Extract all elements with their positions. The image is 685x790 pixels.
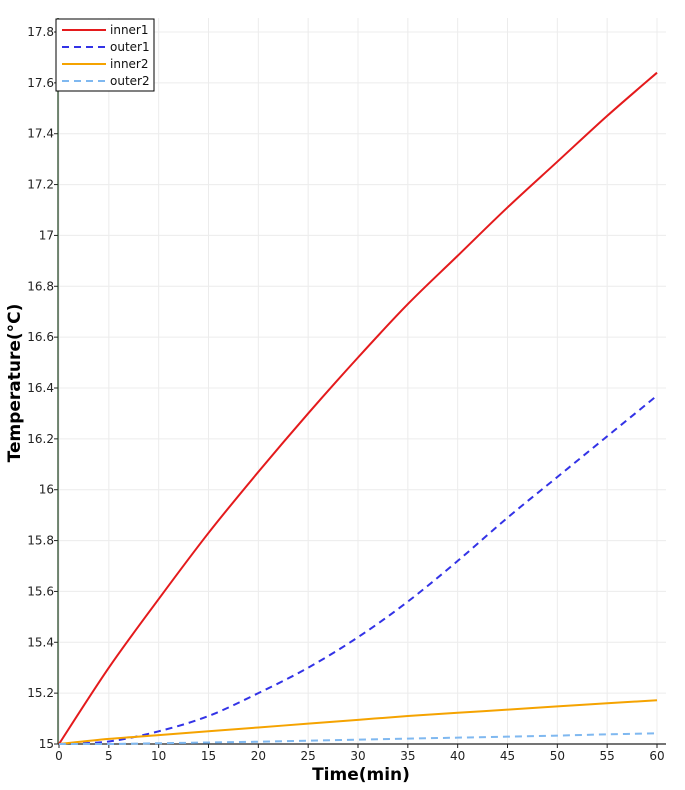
- x-tick-label: 45: [500, 749, 515, 763]
- y-tick-label: 15.4: [27, 635, 54, 649]
- y-tick-label: 16.4: [27, 381, 54, 395]
- x-tick-label: 50: [550, 749, 565, 763]
- x-tick-label: 20: [251, 749, 266, 763]
- y-tick-label: 16.8: [27, 279, 54, 293]
- y-tick-label: 16.6: [27, 330, 54, 344]
- y-tick-label: 16: [39, 483, 54, 497]
- x-tick-label: 25: [301, 749, 316, 763]
- y-tick-label: 17.6: [27, 76, 54, 90]
- axes: [54, 18, 666, 748]
- tick-labels: 0 5 10 15 20 25 30 35 40 45 50 55 60 15 15.2 15.4 15.6 15…: [27, 25, 664, 763]
- y-axis-title: Temperature(°C): [5, 304, 25, 463]
- legend-label: inner2: [110, 57, 149, 71]
- series-line-outer1: [58, 394, 658, 745]
- y-tick-label: 15.2: [27, 686, 54, 700]
- x-tick-label: 30: [350, 749, 365, 763]
- series-lines: [58, 71, 658, 746]
- x-tick-label: 15: [201, 749, 216, 763]
- series-line-inner2: [58, 699, 658, 745]
- x-tick-label: 60: [649, 749, 664, 763]
- x-tick-label: 55: [600, 749, 615, 763]
- legend: inner1 outer1 inner2 outer2: [55, 18, 155, 92]
- y-tick-label: 17.8: [27, 25, 54, 39]
- y-tick-label: 15.8: [27, 534, 54, 548]
- x-tick-label: 10: [151, 749, 166, 763]
- x-tick-label: 40: [450, 749, 465, 763]
- x-tick-label: 0: [55, 749, 63, 763]
- x-tick-label: 5: [105, 749, 113, 763]
- series-line-outer2: [58, 732, 658, 746]
- y-tick-label: 17: [39, 228, 54, 242]
- x-axis-title: Time(min): [312, 765, 410, 785]
- y-tick-label: 16.2: [27, 432, 54, 446]
- legend-label: outer1: [110, 40, 150, 54]
- legend-label: outer2: [110, 74, 150, 88]
- y-tick-label: 17.4: [27, 127, 54, 141]
- x-tick-label: 35: [400, 749, 415, 763]
- y-tick-label: 17.2: [27, 178, 54, 192]
- series-line-inner1: [58, 71, 658, 745]
- y-tick-label: 15.6: [27, 584, 54, 598]
- y-tick-label: 15: [39, 737, 54, 751]
- legend-label: inner1: [110, 23, 149, 37]
